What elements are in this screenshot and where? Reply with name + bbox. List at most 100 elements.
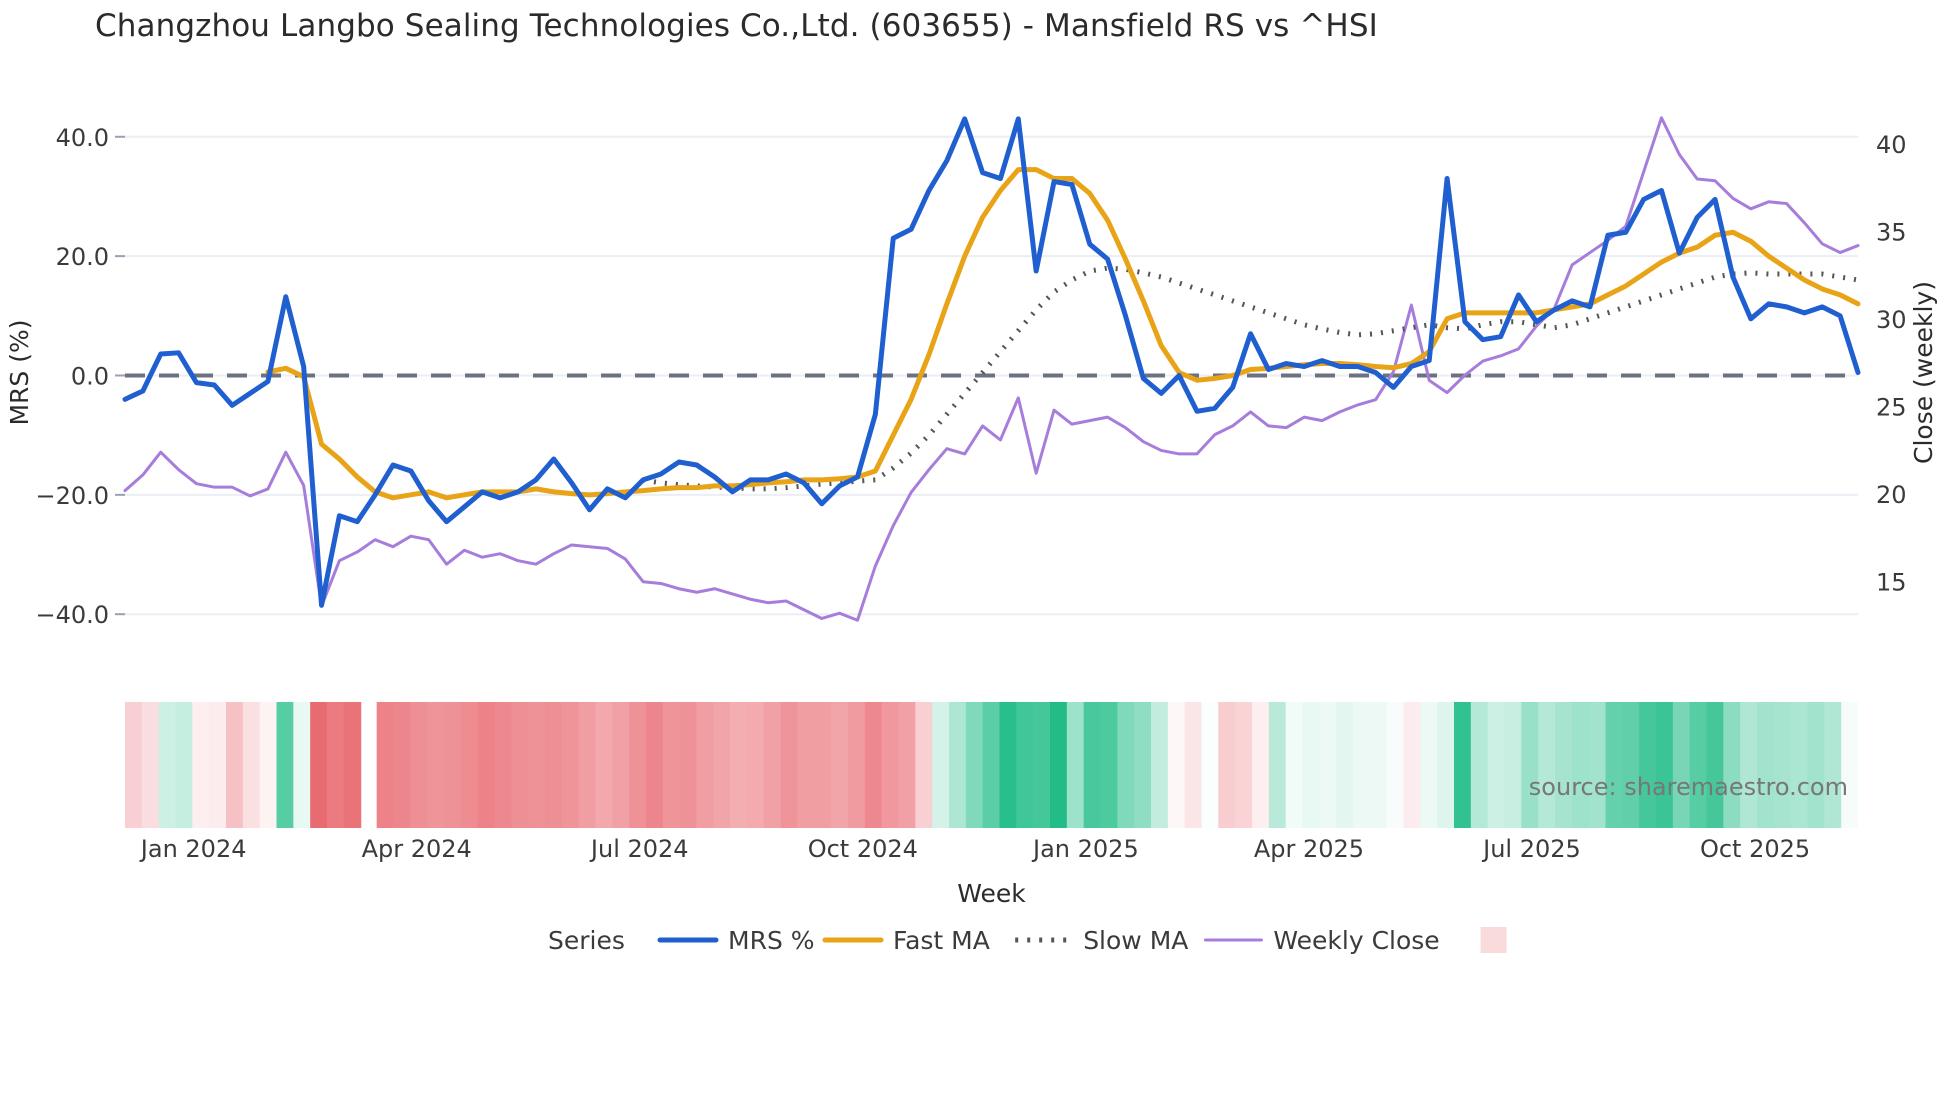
heatmap-cell <box>1538 702 1556 828</box>
y2-tick-label: 15 <box>1876 569 1907 597</box>
heatmap-cell <box>192 702 210 828</box>
y2-tick-label: 35 <box>1876 219 1907 247</box>
x-tick-label: Apr 2024 <box>362 835 472 863</box>
y-axis-title: MRS (%) <box>5 319 34 425</box>
y2-tick-label: 40 <box>1876 131 1907 159</box>
heatmap-cell <box>1504 702 1522 828</box>
y2-tick-label: 20 <box>1876 481 1907 509</box>
heatmap-cell <box>528 702 546 828</box>
heatmap-cell <box>511 702 529 828</box>
heatmap-cell <box>545 702 563 828</box>
heatmap-cell <box>1050 702 1068 828</box>
series-line-slow-ma <box>642 265 1859 492</box>
heatmap-cell <box>444 702 462 828</box>
heatmap-cell <box>1605 702 1623 828</box>
heatmap-cell <box>1033 702 1051 828</box>
heatmap-cell <box>797 702 815 828</box>
heatmap-cell <box>561 702 580 828</box>
heatmap-cell <box>1555 702 1573 828</box>
heatmap-cell <box>209 702 227 828</box>
heatmap-cell <box>629 702 647 828</box>
heatmap-cell <box>1639 702 1657 828</box>
heatmap-cell <box>1740 702 1758 828</box>
heatmap-cell <box>1689 702 1708 828</box>
legend: Series MRS % Fast MA Slow MA Weekly Close <box>548 926 1507 955</box>
heatmap-cell <box>915 702 933 828</box>
heatmap-cell <box>982 702 1001 828</box>
heatmap-cell <box>1066 702 1085 828</box>
heatmap-cell <box>747 702 765 828</box>
y-tick-label: 20.0 <box>56 243 109 271</box>
heatmap-cell <box>696 702 714 828</box>
heatmap-cell <box>1083 702 1102 828</box>
x-tick-label: Oct 2025 <box>1700 835 1810 863</box>
y2-tick-label: 30 <box>1876 306 1907 334</box>
heatmap-cell <box>1588 702 1607 828</box>
legend-label[interactable]: Fast MA <box>893 926 990 955</box>
series-line-mrs <box>122 116 1861 608</box>
x-tick-label: Jan 2024 <box>139 835 247 863</box>
heatmap-cell <box>343 702 362 828</box>
y-tick-label: −20.0 <box>35 482 109 510</box>
x-axis-title: Week <box>957 879 1026 908</box>
heatmap-cell <box>1454 702 1472 828</box>
heatmap-cell <box>242 702 261 828</box>
y2-axis-title: Close (weekly) <box>1909 281 1938 464</box>
source-watermark: source: sharemaestro.com <box>1529 773 1848 801</box>
legend-label[interactable]: Slow MA <box>1083 926 1188 955</box>
heatmap-cell <box>1841 702 1859 828</box>
heatmap-cell <box>1252 702 1270 828</box>
heatmap-cell <box>410 702 428 828</box>
heatmap-cell <box>427 702 445 828</box>
legend-label[interactable]: Weekly Close <box>1273 926 1439 955</box>
heatmap-cell <box>310 702 328 828</box>
legend-swatch-unlabeled[interactable] <box>1480 927 1507 953</box>
heatmap-cell <box>1369 702 1388 828</box>
heatmap-cell <box>1571 702 1590 828</box>
heatmap-cell <box>1622 702 1640 828</box>
heatmap-cell <box>1134 702 1152 828</box>
heatmap-cell <box>259 702 278 828</box>
heatmap-cell <box>965 702 984 828</box>
heatmap-cell <box>763 702 782 828</box>
heatmap-cell <box>1100 702 1118 828</box>
y-axis-left: 40.0 20.0 0.0 −20.0 −40.0 <box>35 124 125 629</box>
x-tick-label: Jan 2025 <box>1031 835 1139 863</box>
heatmap-cell <box>612 702 630 828</box>
data-series <box>122 116 1861 622</box>
series-line-weekly-close <box>123 116 1860 622</box>
x-axis: Jan 2024 Apr 2024 Jul 2024 Oct 2024 Jan 2025… <box>139 835 1810 863</box>
axis-titles: MRS (%) Close (weekly) Week <box>5 281 1938 908</box>
heatmap-cell <box>646 702 664 828</box>
heatmap-cell <box>477 702 496 828</box>
heatmap-cell <box>1420 702 1438 828</box>
heatmap-cell <box>713 702 731 828</box>
legend-label[interactable]: MRS % <box>728 926 815 955</box>
heatmap-cell <box>1807 702 1825 828</box>
heatmap-cell <box>1016 702 1034 828</box>
heatmap-cell <box>393 702 411 828</box>
heatmap-cell <box>1201 702 1219 828</box>
heatmap-cell <box>327 702 345 828</box>
heatmap-cell <box>1824 702 1842 828</box>
heatmap-cell <box>1151 702 1169 828</box>
heatmap-cell <box>141 702 160 828</box>
heatmap-cell <box>730 702 748 828</box>
chart-title: Changzhou Langbo Sealing Technologies Co… <box>95 8 1378 44</box>
x-tick-label: Jul 2025 <box>1481 835 1581 863</box>
heatmap-cell <box>1437 702 1455 828</box>
heatmap-cell <box>1353 702 1371 828</box>
heatmap-cell <box>662 702 681 828</box>
y-tick-label: 0.0 <box>71 362 109 390</box>
heatmap-cell <box>494 702 512 828</box>
heatmap-cell <box>1235 702 1253 828</box>
heatmap-cell <box>1790 702 1809 828</box>
x-tick-label: Jul 2024 <box>589 835 689 863</box>
heatmap-cell <box>595 702 613 828</box>
series-line-fast-ma <box>265 167 1861 501</box>
heatmap-cell <box>1302 702 1320 828</box>
x-tick-label: Apr 2025 <box>1254 835 1364 863</box>
heatmap-cell <box>932 702 950 828</box>
